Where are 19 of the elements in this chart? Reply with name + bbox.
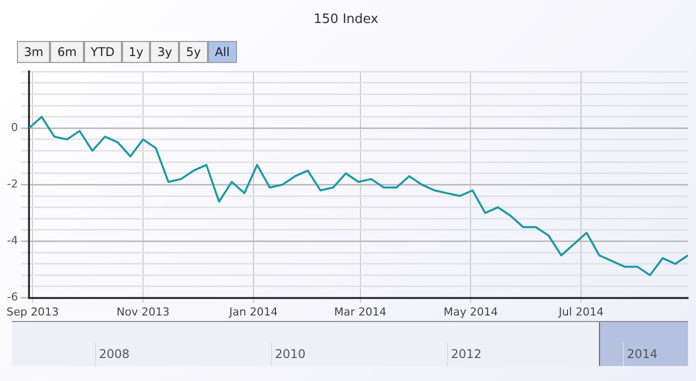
range-navigator: 2008 2010 2012 2014 [12, 321, 688, 366]
x-tick-label: Sep 2013 [6, 305, 59, 318]
y-tick-label: -2 [7, 178, 18, 191]
y-tick-label: 0 [10, 121, 18, 134]
x-tick-label: May 2014 [444, 305, 498, 318]
y-tick-label: -6 [7, 290, 18, 304]
text: 6m [50, 41, 84, 63]
x-tick-label: Jul 2014 [558, 305, 604, 318]
text: 3y [150, 41, 180, 63]
x-tick-label: Jan 2014 [228, 305, 278, 318]
text: 1y [122, 41, 150, 63]
text: All [208, 41, 237, 63]
text: 3m [17, 41, 50, 63]
x-tick-label: Mar 2014 [334, 305, 386, 318]
text: YTD [84, 41, 122, 63]
chart-title: 150 Index [314, 12, 379, 28]
y-tick-label: -4 [7, 234, 18, 248]
text: 5y [179, 41, 208, 63]
x-tick-label: Nov 2013 [116, 305, 170, 318]
